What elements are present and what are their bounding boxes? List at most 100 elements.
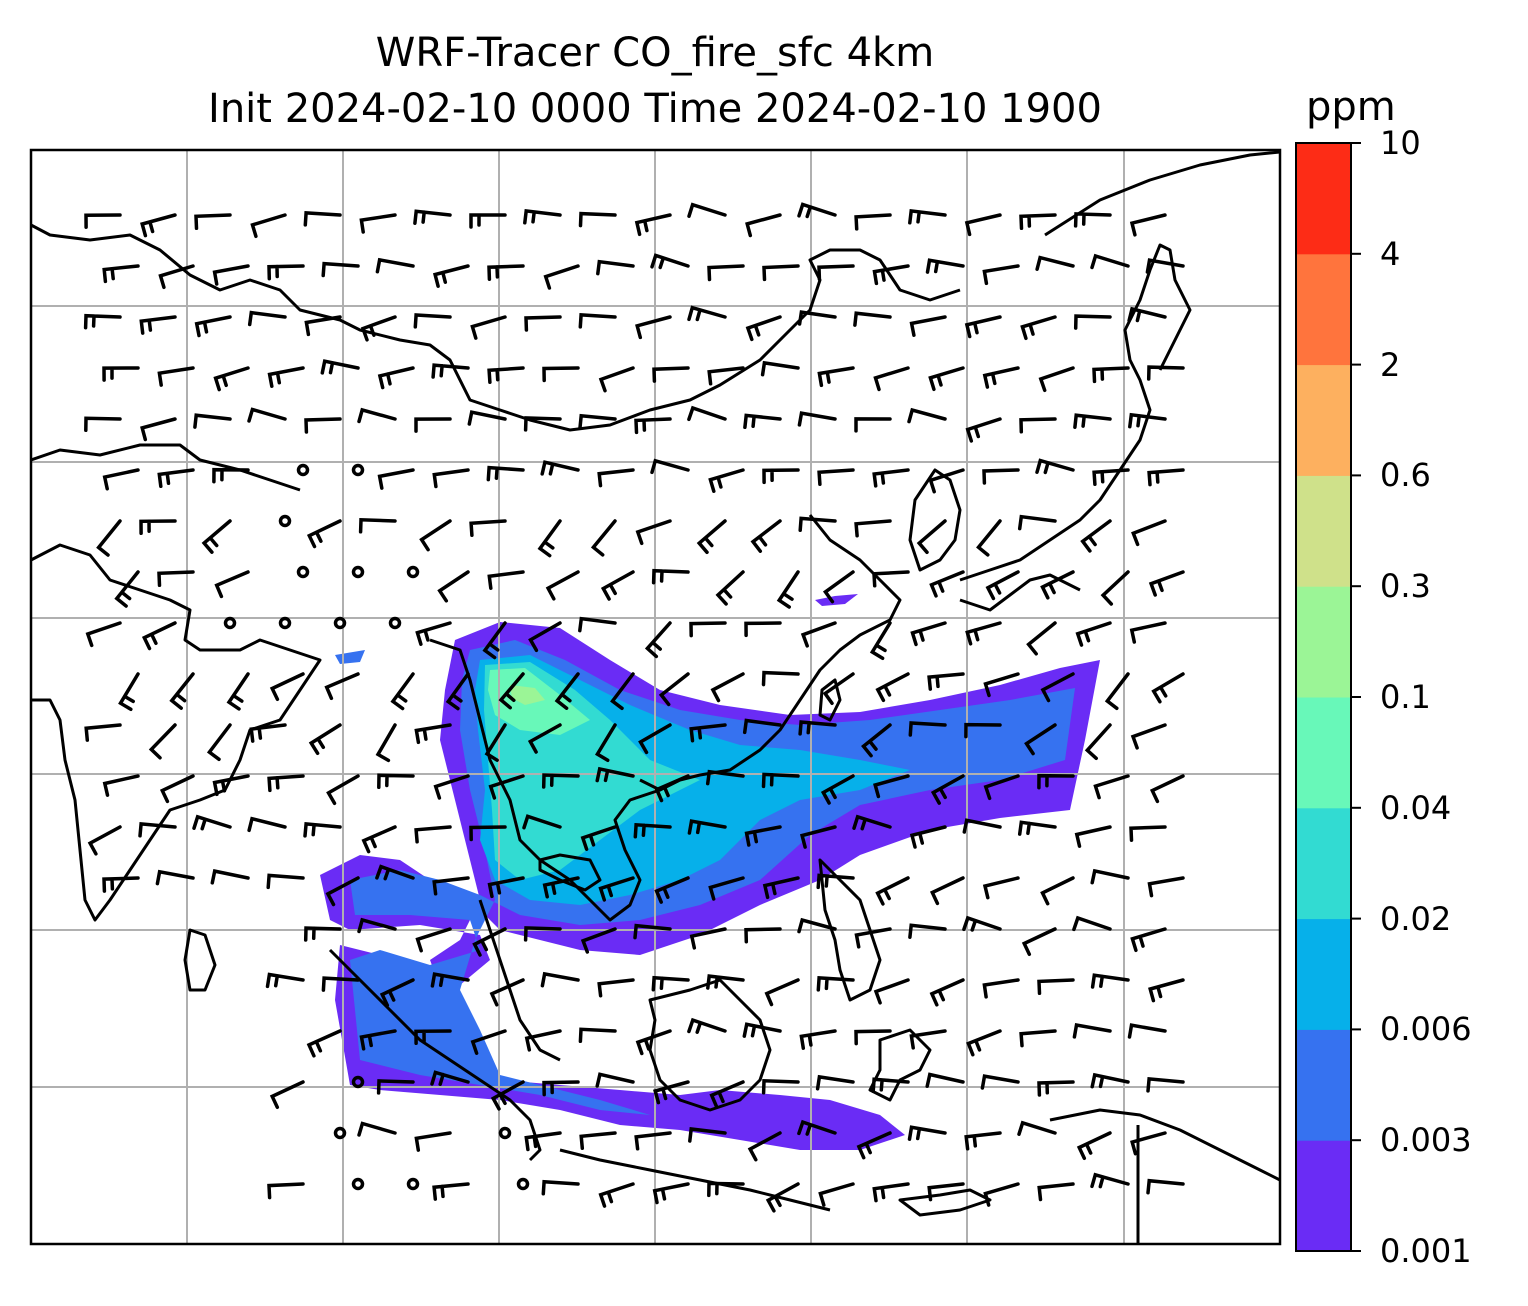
wind-barb xyxy=(419,519,452,552)
wind-barb xyxy=(578,313,617,329)
wind-barb xyxy=(484,723,507,762)
wind-barb xyxy=(929,876,965,906)
wind-barb xyxy=(415,621,452,646)
wind-barb xyxy=(925,1072,965,1088)
wind-barb xyxy=(820,774,855,805)
wind-barb xyxy=(432,1182,470,1201)
wind-barb xyxy=(765,1182,800,1213)
wind-barb xyxy=(1038,366,1075,393)
wind-barb xyxy=(1072,915,1112,932)
wind-barb xyxy=(578,1027,617,1044)
wind-barb xyxy=(928,468,965,494)
wind-barb xyxy=(966,1029,1002,1057)
wind-barb xyxy=(542,366,580,383)
wind-barb xyxy=(580,825,617,851)
wind-barb xyxy=(139,519,177,536)
calm-wind-marker xyxy=(498,1126,512,1140)
wind-barb xyxy=(1019,1029,1057,1048)
wind-barb xyxy=(817,366,855,388)
wind-barb xyxy=(528,621,562,653)
wind-barb xyxy=(709,1080,745,1109)
wind-barb xyxy=(598,876,635,902)
colorbar-segment xyxy=(1296,586,1351,698)
wind-barb xyxy=(800,621,837,648)
wind-barb xyxy=(359,213,397,234)
wind-barb xyxy=(524,1029,562,1052)
wind-barb xyxy=(375,864,415,881)
wind-barb xyxy=(689,723,727,743)
wind-barb xyxy=(249,723,287,743)
wind-barb xyxy=(524,315,562,332)
wind-barb xyxy=(982,876,1020,900)
wind-barb xyxy=(540,460,580,476)
wind-barb xyxy=(658,672,690,707)
wind-barb xyxy=(472,927,507,957)
wind-barb xyxy=(689,621,727,638)
wind-barb xyxy=(414,1029,452,1046)
wind-barb xyxy=(983,672,1020,698)
wind-barb xyxy=(1084,723,1112,761)
wind-barb xyxy=(157,366,195,387)
wind-barb xyxy=(635,315,672,340)
colorbar-tick-label: 0.02 xyxy=(1380,899,1452,938)
wind-barb xyxy=(744,621,782,638)
wind-barb xyxy=(1127,1023,1167,1039)
wind-barb xyxy=(488,774,525,800)
wind-barb xyxy=(872,468,910,488)
wind-barb xyxy=(595,1072,635,1088)
wind-barb xyxy=(744,927,782,944)
wind-barb xyxy=(85,621,122,648)
wind-barb xyxy=(578,616,617,633)
wind-barb xyxy=(817,264,855,281)
wind-barb xyxy=(523,416,562,432)
wind-barb xyxy=(303,211,342,227)
wind-barb xyxy=(635,1029,672,1056)
calm-wind-marker xyxy=(351,565,365,579)
wind-barb xyxy=(928,366,965,392)
colorbar-segment xyxy=(1296,1140,1351,1252)
wind-barb xyxy=(326,774,360,806)
wind-barb xyxy=(706,974,745,990)
wind-barb xyxy=(1073,314,1112,330)
wind-barb xyxy=(633,923,672,940)
wind-barb xyxy=(1072,1022,1112,1039)
wind-barb xyxy=(1037,773,1075,790)
colorbar-tick-label: 2 xyxy=(1380,345,1401,384)
wind-barb xyxy=(469,213,507,229)
wind-barb xyxy=(1147,876,1185,898)
wind-barb xyxy=(375,723,397,763)
wind-barb xyxy=(964,315,1002,339)
wind-barb xyxy=(822,570,855,604)
wind-barb xyxy=(437,570,470,603)
wind-barb xyxy=(1040,570,1075,600)
wind-barb xyxy=(469,519,507,537)
wind-barb xyxy=(929,570,965,598)
wind-barb xyxy=(201,519,232,554)
wind-barb xyxy=(415,927,452,953)
wind-barb xyxy=(983,774,1020,801)
wind-barb xyxy=(390,672,415,711)
wind-barb xyxy=(1040,672,1075,703)
wind-barb xyxy=(1021,927,1057,957)
wind-barb xyxy=(148,723,177,760)
wind-barb xyxy=(1075,621,1112,647)
wind-barb xyxy=(579,1131,617,1150)
border-central-asia xyxy=(31,223,961,432)
wind-barb xyxy=(1017,1120,1057,1136)
wind-barb xyxy=(498,672,525,710)
wind-barb xyxy=(930,774,965,805)
wind-barb xyxy=(102,264,140,284)
wind-barb xyxy=(159,774,195,804)
wind-barb xyxy=(925,258,965,274)
wind-barb xyxy=(1073,413,1112,429)
wind-barb xyxy=(708,468,745,493)
wind-barb xyxy=(982,264,1020,286)
colorbar-tick-label: 0.001 xyxy=(1380,1232,1472,1270)
wind-barb xyxy=(707,264,745,282)
border-north xyxy=(31,443,301,492)
colorbar-segment xyxy=(1296,364,1351,476)
wind-barb xyxy=(470,315,507,340)
wind-barb xyxy=(379,978,415,1008)
wind-barb xyxy=(193,413,232,429)
